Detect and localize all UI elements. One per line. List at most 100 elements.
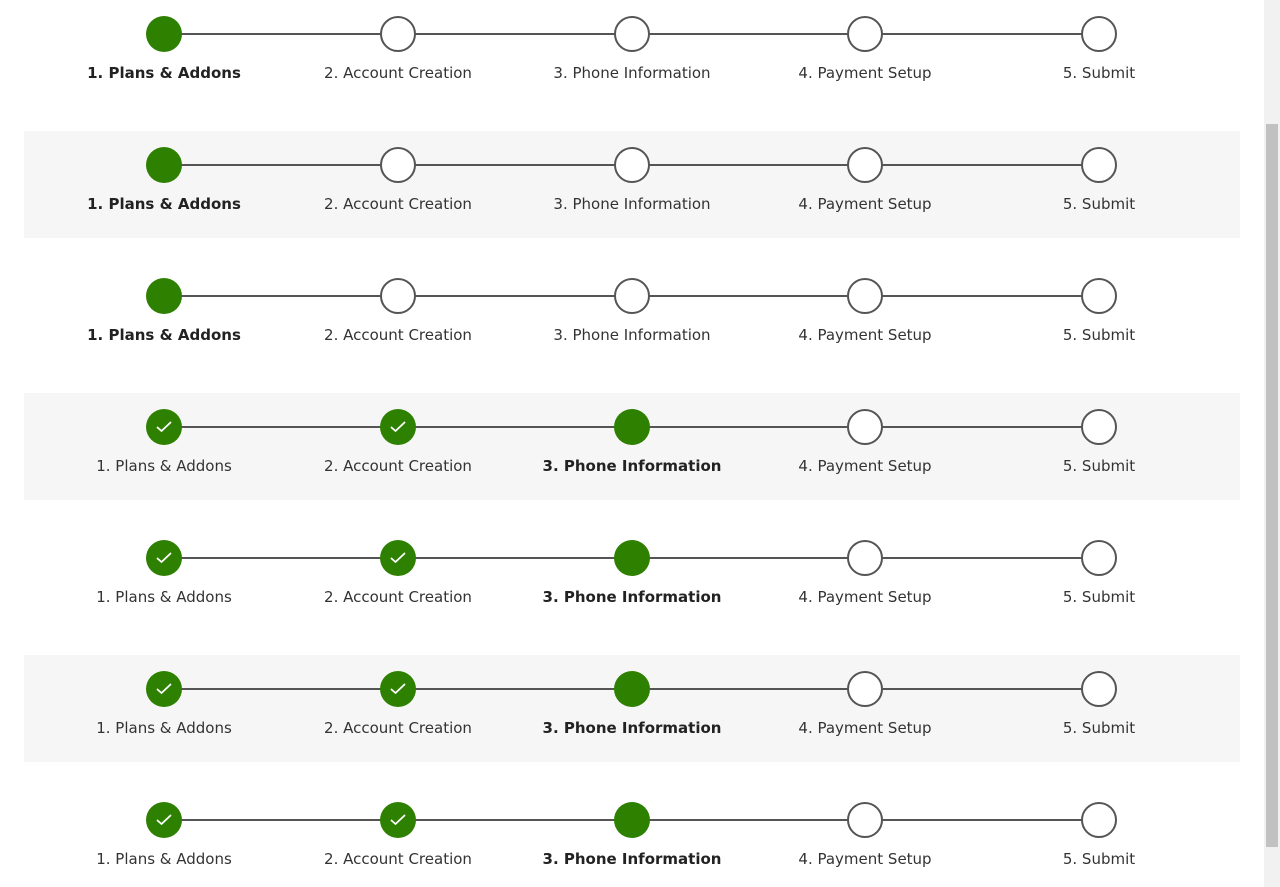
step-label: 4. Payment Setup bbox=[798, 850, 932, 868]
step-pending-indicator bbox=[614, 278, 650, 314]
step-plans-addons[interactable]: 1. Plans & Addons bbox=[47, 524, 281, 631]
progress-stepper: 1. Plans & Addons 2. Account Creation 3. P… bbox=[24, 393, 1240, 500]
checkmark-icon bbox=[156, 552, 172, 563]
step-plans-addons[interactable]: 1. Plans & Addons bbox=[47, 393, 281, 500]
step-label: 4. Payment Setup bbox=[798, 64, 932, 82]
step-submit[interactable]: 5. Submit bbox=[982, 393, 1216, 500]
step-phone-information[interactable]: 3. Phone Information bbox=[515, 393, 749, 500]
step-pending-indicator bbox=[1081, 409, 1117, 445]
step-account-creation[interactable]: 2. Account Creation bbox=[281, 524, 515, 631]
step-phone-information[interactable]: 3. Phone Information bbox=[515, 786, 749, 887]
step-submit[interactable]: 5. Submit bbox=[982, 131, 1216, 238]
step-label: 4. Payment Setup bbox=[798, 588, 932, 606]
step-label: 2. Account Creation bbox=[324, 326, 472, 344]
step-account-creation[interactable]: 2. Account Creation bbox=[281, 393, 515, 500]
step-plans-addons[interactable]: 1. Plans & Addons bbox=[47, 131, 281, 238]
step-label: 1. Plans & Addons bbox=[96, 719, 232, 737]
step-pending-indicator bbox=[1081, 147, 1117, 183]
step-label: 2. Account Creation bbox=[324, 719, 472, 737]
step-pending-indicator bbox=[380, 147, 416, 183]
step-plans-addons[interactable]: 1. Plans & Addons bbox=[47, 655, 281, 762]
step-complete-indicator bbox=[380, 540, 416, 576]
step-label: 2. Account Creation bbox=[324, 588, 472, 606]
step-current-indicator bbox=[146, 16, 182, 52]
step-current-indicator bbox=[614, 802, 650, 838]
step-complete-indicator bbox=[380, 671, 416, 707]
step-pending-indicator bbox=[1081, 540, 1117, 576]
step-label: 5. Submit bbox=[1062, 457, 1136, 475]
step-pending-indicator bbox=[380, 278, 416, 314]
step-pending-indicator bbox=[1081, 278, 1117, 314]
step-label: 2. Account Creation bbox=[324, 457, 472, 475]
step-payment-setup[interactable]: 4. Payment Setup bbox=[748, 786, 982, 887]
step-label: 1. Plans & Addons bbox=[87, 195, 241, 213]
step-pending-indicator bbox=[614, 16, 650, 52]
progress-stepper: 1. Plans & Addons 2. Account Creation 3. P… bbox=[24, 262, 1240, 369]
step-submit[interactable]: 5. Submit bbox=[982, 786, 1216, 887]
step-account-creation[interactable]: 2. Account Creation bbox=[281, 0, 515, 107]
step-label: 3. Phone Information bbox=[553, 64, 711, 82]
step-label: 3. Phone Information bbox=[542, 457, 722, 475]
step-pending-indicator bbox=[847, 16, 883, 52]
step-phone-information[interactable]: 3. Phone Information bbox=[515, 524, 749, 631]
step-submit[interactable]: 5. Submit bbox=[982, 655, 1216, 762]
step-submit[interactable]: 5. Submit bbox=[982, 524, 1216, 631]
step-label: 3. Phone Information bbox=[553, 195, 711, 213]
step-submit[interactable]: 5. Submit bbox=[982, 262, 1216, 369]
progress-stepper: 1. Plans & Addons 2. Account Creation 3. P… bbox=[24, 655, 1240, 762]
step-pending-indicator bbox=[847, 409, 883, 445]
step-plans-addons[interactable]: 1. Plans & Addons bbox=[47, 0, 281, 107]
step-payment-setup[interactable]: 4. Payment Setup bbox=[748, 0, 982, 107]
step-label: 5. Submit bbox=[1062, 195, 1136, 213]
step-plans-addons[interactable]: 1. Plans & Addons bbox=[47, 262, 281, 369]
step-label: 3. Phone Information bbox=[542, 719, 722, 737]
step-complete-indicator bbox=[146, 671, 182, 707]
step-complete-indicator bbox=[146, 409, 182, 445]
progress-stepper: 1. Plans & Addons 2. Account Creation 3. P… bbox=[24, 786, 1240, 887]
step-payment-setup[interactable]: 4. Payment Setup bbox=[748, 524, 982, 631]
step-payment-setup[interactable]: 4. Payment Setup bbox=[748, 262, 982, 369]
checkmark-icon bbox=[390, 552, 406, 563]
step-label: 1. Plans & Addons bbox=[87, 326, 241, 344]
step-label: 4. Payment Setup bbox=[798, 195, 932, 213]
step-account-creation[interactable]: 2. Account Creation bbox=[281, 262, 515, 369]
step-current-indicator bbox=[146, 278, 182, 314]
step-pending-indicator bbox=[847, 540, 883, 576]
step-label: 5. Submit bbox=[1062, 719, 1136, 737]
scrollbar-thumb[interactable] bbox=[1266, 124, 1278, 847]
step-account-creation[interactable]: 2. Account Creation bbox=[281, 786, 515, 887]
step-payment-setup[interactable]: 4. Payment Setup bbox=[748, 655, 982, 762]
step-complete-indicator bbox=[146, 540, 182, 576]
step-label: 2. Account Creation bbox=[324, 195, 472, 213]
step-payment-setup[interactable]: 4. Payment Setup bbox=[748, 393, 982, 500]
step-submit[interactable]: 5. Submit bbox=[982, 0, 1216, 107]
step-phone-information[interactable]: 3. Phone Information bbox=[515, 131, 749, 238]
checkmark-icon bbox=[390, 814, 406, 825]
checkmark-icon bbox=[390, 683, 406, 694]
step-label: 1. Plans & Addons bbox=[96, 457, 232, 475]
step-label: 4. Payment Setup bbox=[798, 719, 932, 737]
step-payment-setup[interactable]: 4. Payment Setup bbox=[748, 131, 982, 238]
step-account-creation[interactable]: 2. Account Creation bbox=[281, 655, 515, 762]
step-label: 3. Phone Information bbox=[542, 850, 722, 868]
step-pending-indicator bbox=[847, 278, 883, 314]
step-pending-indicator bbox=[380, 16, 416, 52]
progress-stepper: 1. Plans & Addons 2. Account Creation 3. P… bbox=[24, 524, 1240, 631]
step-phone-information[interactable]: 3. Phone Information bbox=[515, 655, 749, 762]
step-label: 5. Submit bbox=[1062, 850, 1136, 868]
step-pending-indicator bbox=[1081, 671, 1117, 707]
step-phone-information[interactable]: 3. Phone Information bbox=[515, 0, 749, 107]
vertical-scrollbar[interactable] bbox=[1264, 0, 1280, 887]
step-plans-addons[interactable]: 1. Plans & Addons bbox=[47, 786, 281, 887]
step-pending-indicator bbox=[847, 147, 883, 183]
step-phone-information[interactable]: 3. Phone Information bbox=[515, 262, 749, 369]
step-pending-indicator bbox=[1081, 802, 1117, 838]
step-label: 4. Payment Setup bbox=[798, 457, 932, 475]
step-label: 2. Account Creation bbox=[324, 850, 472, 868]
progress-stepper: 1. Plans & Addons 2. Account Creation 3. P… bbox=[24, 0, 1240, 107]
step-label: 5. Submit bbox=[1062, 64, 1136, 82]
step-account-creation[interactable]: 2. Account Creation bbox=[281, 131, 515, 238]
checkmark-icon bbox=[156, 421, 172, 432]
step-pending-indicator bbox=[614, 147, 650, 183]
